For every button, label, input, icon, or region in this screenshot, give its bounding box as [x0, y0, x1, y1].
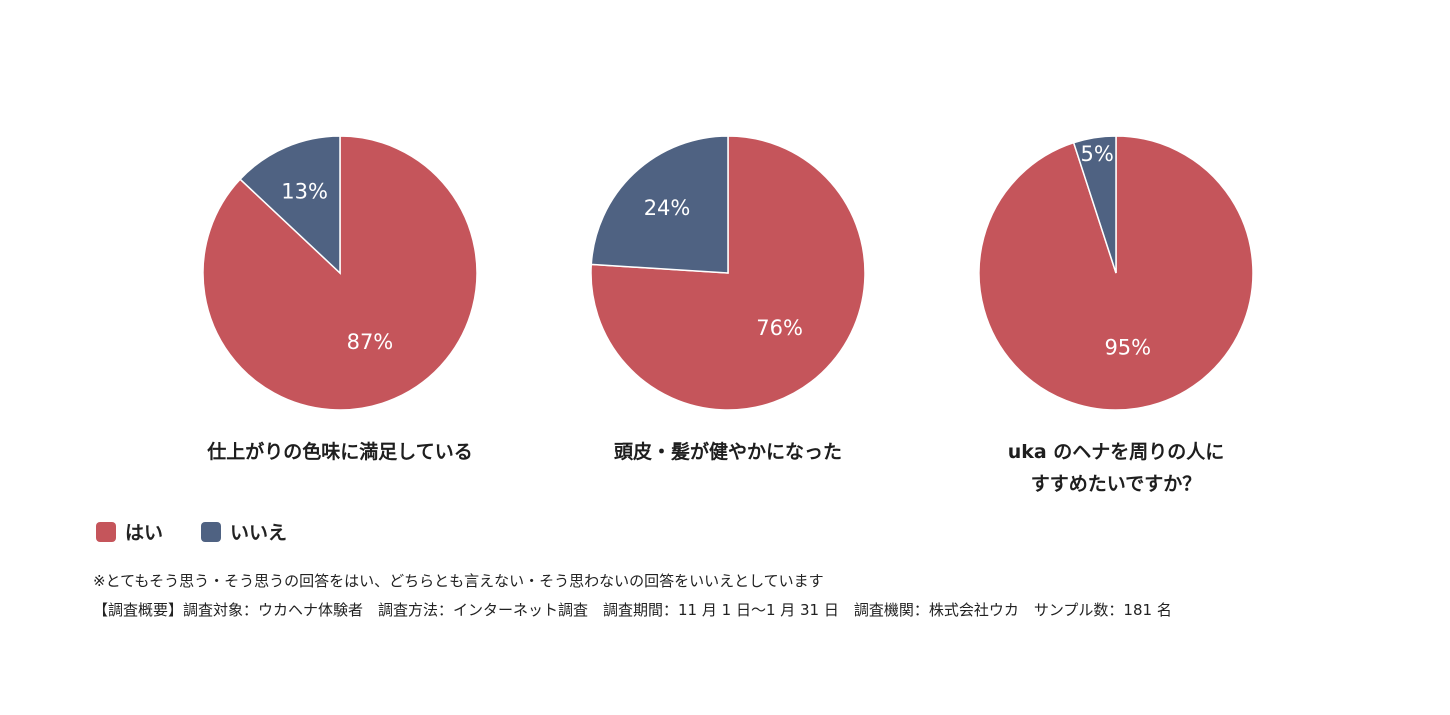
footnote-definition: ※とてもそう思う・そう思うの回答をはい、どちらとも言えない・そう思わないの回答を… [93, 572, 824, 590]
legend-label-no: いいえ [230, 522, 288, 544]
legend-item-yes: はい [96, 518, 163, 545]
footnote-survey-summary: 【調査概要】調査対象：ウカヘナ体験者 調査方法：インターネット調査 調査期間：1… [93, 601, 1172, 619]
pie-chart-scalp-hair: 76% 24% [589, 134, 867, 412]
pie-slice-no [1072, 135, 1117, 274]
pie-slice-no [590, 135, 729, 274]
legend-item-no: いいえ [201, 518, 287, 545]
chart-title-scalp-hair: 頭皮・髪が健やかになった [613, 441, 842, 463]
pie-slice-yes [590, 135, 866, 411]
legend: はい いいえ [96, 518, 325, 545]
chart-title-recommend: uka のヘナを周りの人に すすめたいですか？ [1007, 441, 1225, 495]
pie-label-yes: 95% [1104, 335, 1151, 359]
legend-swatch-yes [96, 521, 116, 542]
pie-label-no: 13% [281, 179, 328, 203]
pie-label-yes: 87% [347, 330, 394, 354]
legend-label-yes: はい [125, 522, 164, 544]
chart-title-satisfaction: 仕上がりの色味に満足している [207, 441, 473, 463]
pie-chart-recommend: 95% 5% [977, 134, 1255, 412]
pie-label-no: 5% [1080, 142, 1113, 166]
pie-label-yes: 76% [756, 316, 803, 340]
pie-chart-satisfaction: 87% 13% [201, 134, 479, 412]
pie-slice-no [239, 135, 341, 275]
legend-swatch-no [201, 521, 222, 542]
pie-label-no: 24% [644, 196, 691, 220]
